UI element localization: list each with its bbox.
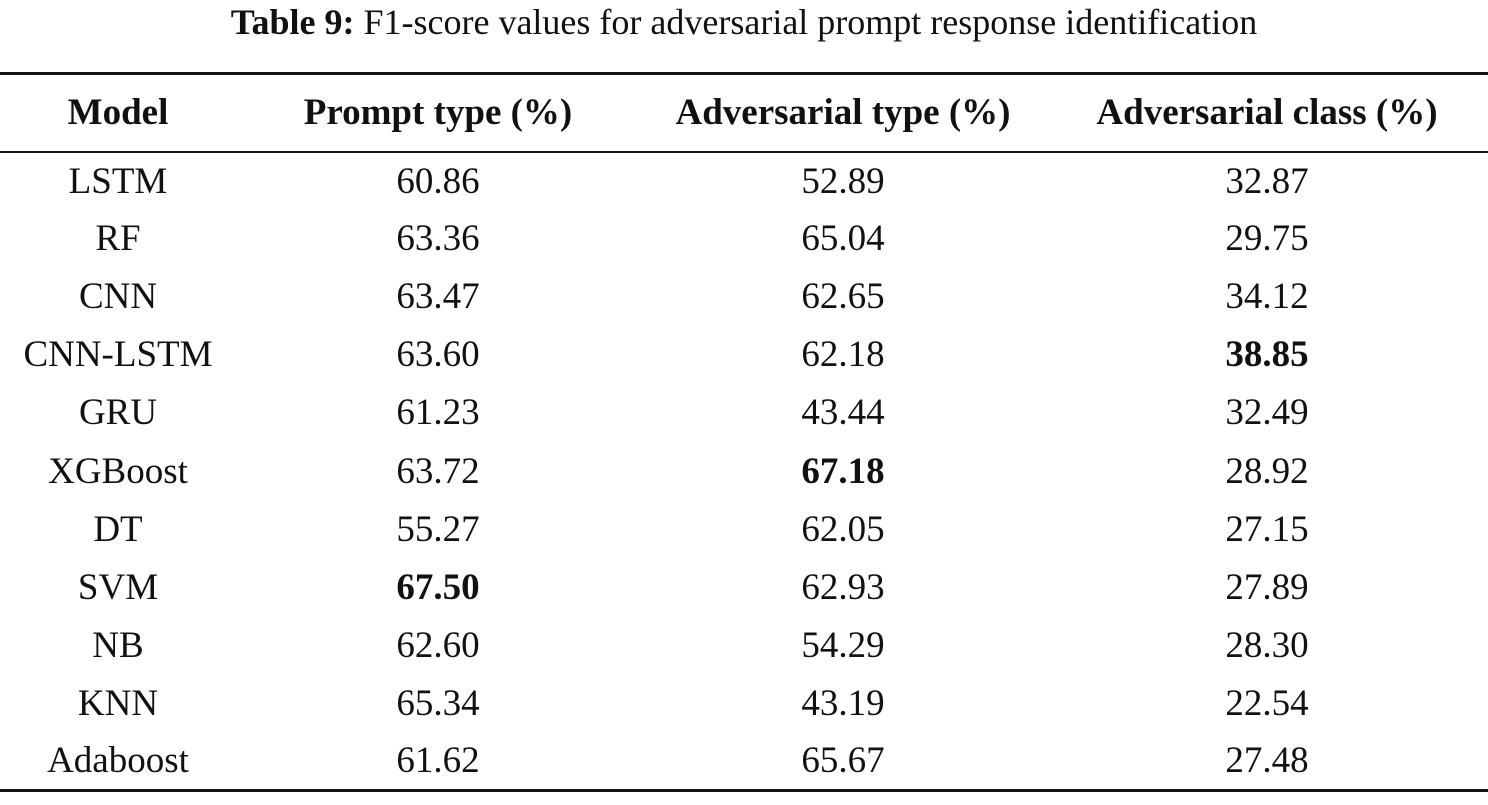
cell-adversarial-type: 62.93 xyxy=(801,566,885,608)
cell-adversarial-class: 28.92 xyxy=(1225,450,1309,492)
cell-prompt-type: 63.60 xyxy=(396,334,480,376)
cell-prompt-type: 60.86 xyxy=(396,160,480,202)
table-row: NB 62.60 54.29 28.30 xyxy=(0,616,1488,674)
cell-adversarial-type: 67.18 xyxy=(801,450,885,492)
cell-prompt-type: 63.47 xyxy=(396,276,480,318)
cell-adversarial-class: 28.30 xyxy=(1225,624,1309,666)
cell-model: NB xyxy=(92,624,144,666)
cell-adversarial-class: 27.48 xyxy=(1046,732,1488,793)
header-adversarial-class: Adversarial class (%) xyxy=(1046,72,1488,153)
caption-label: Table 9: xyxy=(230,2,355,42)
cell-model: RF xyxy=(95,218,141,260)
cell-prompt-type: 65.34 xyxy=(396,682,480,724)
cell-adversarial-type: 52.89 xyxy=(801,160,885,202)
f1-score-table: Model Prompt type (%) Adversarial type (… xyxy=(0,72,1488,793)
header-row: Model Prompt type (%) Adversarial type (… xyxy=(0,72,1488,153)
table-row: LSTM 60.86 52.89 32.87 xyxy=(0,152,1488,210)
cell-adversarial-type: 62.65 xyxy=(801,276,885,318)
table-row: KNN 65.34 43.19 22.54 xyxy=(0,674,1488,732)
cell-adversarial-class: 22.54 xyxy=(1225,682,1309,724)
cell-model: LSTM xyxy=(68,160,168,202)
header-adversarial-type: Adversarial type (%) xyxy=(640,72,1046,153)
table-caption: Table 9: F1-score values for adversarial… xyxy=(0,0,1488,44)
table-row: DT 55.27 62.05 27.15 xyxy=(0,500,1488,558)
table-row: GRU 61.23 43.44 32.49 xyxy=(0,384,1488,442)
cell-model: Adaboost xyxy=(0,732,236,793)
cell-prompt-type: 63.36 xyxy=(396,218,480,260)
cell-adversarial-class: 32.49 xyxy=(1225,392,1309,434)
cell-model: KNN xyxy=(77,682,159,724)
cell-adversarial-class: 27.89 xyxy=(1225,566,1309,608)
cell-model: GRU xyxy=(78,392,158,434)
cell-model: DT xyxy=(93,508,143,550)
cell-adversarial-class: 34.12 xyxy=(1225,276,1309,318)
cell-model: SVM xyxy=(77,566,159,608)
table-row: Adaboost 61.62 65.67 27.48 xyxy=(0,732,1488,793)
header-model: Model xyxy=(0,72,236,153)
cell-prompt-type: 61.23 xyxy=(396,392,480,434)
cell-adversarial-class: 29.75 xyxy=(1225,218,1309,260)
cell-model: XGBoost xyxy=(48,450,188,492)
cell-adversarial-type: 43.19 xyxy=(801,682,885,724)
table-row: XGBoost 63.72 67.18 28.92 xyxy=(0,442,1488,500)
cell-adversarial-class: 38.85 xyxy=(1225,334,1309,376)
cell-adversarial-type: 54.29 xyxy=(801,624,885,666)
cell-adversarial-class: 27.15 xyxy=(1225,508,1309,550)
caption-text: F1-score values for adversarial prompt r… xyxy=(363,2,1258,42)
cell-model: CNN xyxy=(78,276,158,318)
cell-adversarial-type: 62.18 xyxy=(801,334,885,376)
cell-model: CNN-LSTM xyxy=(23,334,213,376)
cell-prompt-type: 63.72 xyxy=(396,450,480,492)
table-row: SVM 67.50 62.93 27.89 xyxy=(0,558,1488,616)
cell-adversarial-class: 32.87 xyxy=(1225,160,1309,202)
table-row: CNN 63.47 62.65 34.12 xyxy=(0,268,1488,326)
header-prompt-type: Prompt type (%) xyxy=(236,72,640,153)
cell-prompt-type: 67.50 xyxy=(396,566,480,608)
cell-adversarial-type: 62.05 xyxy=(801,508,885,550)
table-body: LSTM 60.86 52.89 32.87 RF 63.36 65.04 29.75 CNN 6… xyxy=(0,152,1488,793)
cell-adversarial-type: 65.67 xyxy=(640,732,1046,793)
table-row: CNN-LSTM 63.60 62.18 38.85 xyxy=(0,326,1488,384)
cell-adversarial-type: 43.44 xyxy=(801,392,885,434)
cell-prompt-type: 61.62 xyxy=(236,732,640,793)
cell-prompt-type: 55.27 xyxy=(396,508,480,550)
table-header: Model Prompt type (%) Adversarial type (… xyxy=(0,72,1488,153)
table-row: RF 63.36 65.04 29.75 xyxy=(0,210,1488,268)
cell-prompt-type: 62.60 xyxy=(396,624,480,666)
results-table-container: Model Prompt type (%) Adversarial type (… xyxy=(0,72,1488,793)
cell-adversarial-type: 65.04 xyxy=(801,218,885,260)
